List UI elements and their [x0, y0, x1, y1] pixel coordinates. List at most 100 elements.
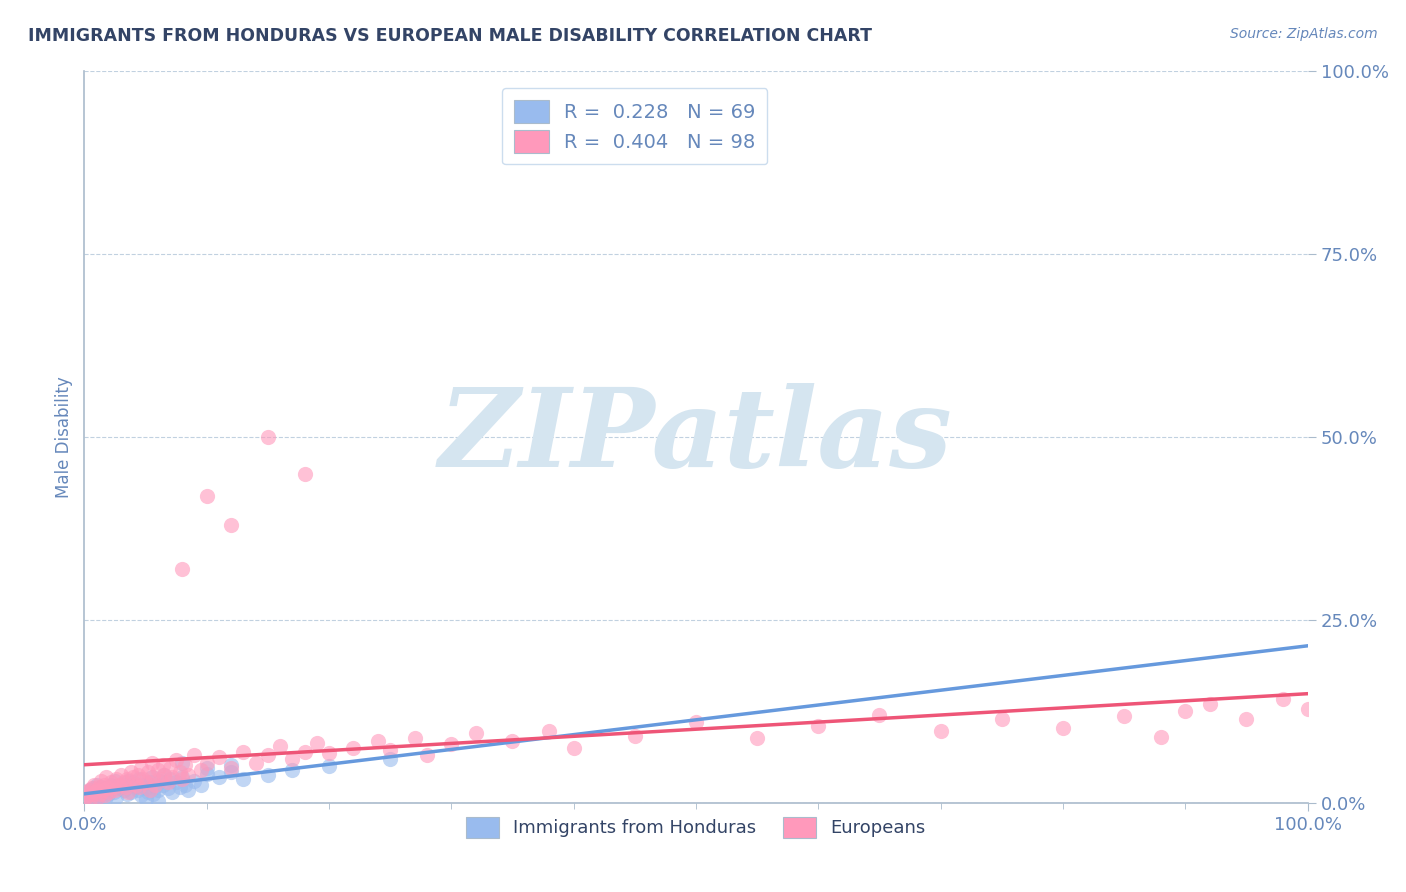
Point — [538, 724, 561, 739]
Point — [153, 768, 176, 782]
Point — [141, 756, 163, 770]
Point — [146, 782, 169, 797]
Point — [79, 792, 101, 806]
Point — [404, 731, 426, 746]
Point — [152, 778, 174, 792]
Point — [87, 780, 110, 794]
Point — [112, 782, 135, 797]
Point — [105, 772, 128, 787]
Point — [190, 778, 212, 792]
Point — [245, 756, 267, 770]
Point — [112, 775, 135, 789]
Point — [139, 782, 162, 797]
Y-axis label: Male Disability: Male Disability — [55, 376, 73, 498]
Point — [440, 737, 463, 751]
Point — [77, 789, 100, 804]
Point — [149, 773, 172, 788]
Point — [281, 752, 304, 766]
Text: Source: ZipAtlas.com: Source: ZipAtlas.com — [1230, 27, 1378, 41]
Point — [97, 781, 120, 796]
Point — [84, 785, 107, 799]
Point — [135, 792, 157, 806]
Point — [97, 785, 120, 799]
Point — [1150, 730, 1173, 744]
Point — [127, 768, 149, 782]
Point — [115, 778, 138, 792]
Point — [75, 789, 97, 804]
Point — [96, 770, 118, 784]
Point — [232, 772, 254, 787]
Point — [90, 780, 112, 794]
Point — [93, 785, 115, 799]
Point — [177, 768, 200, 782]
Point — [172, 772, 194, 787]
Point — [416, 748, 439, 763]
Point — [120, 785, 142, 799]
Point — [120, 765, 142, 780]
Point — [79, 782, 101, 797]
Point — [190, 763, 212, 777]
Point — [136, 785, 159, 799]
Point — [162, 785, 184, 799]
Point — [94, 792, 117, 806]
Point — [153, 768, 176, 782]
Point — [169, 780, 191, 794]
Point — [143, 780, 166, 794]
Point — [1052, 721, 1074, 735]
Point — [100, 778, 122, 792]
Point — [103, 780, 125, 794]
Point — [172, 756, 194, 770]
Point — [87, 789, 110, 804]
Point — [117, 773, 139, 788]
Point — [685, 715, 707, 730]
Point — [257, 768, 280, 782]
Point — [991, 712, 1014, 726]
Point — [83, 789, 105, 803]
Point — [195, 766, 218, 780]
Point — [152, 757, 174, 772]
Point — [77, 787, 100, 801]
Point — [257, 748, 280, 763]
Point — [91, 782, 114, 797]
Point — [562, 740, 585, 755]
Point — [107, 781, 129, 796]
Point — [129, 761, 152, 775]
Point — [318, 746, 340, 760]
Point — [132, 778, 155, 792]
Point — [115, 772, 138, 787]
Point — [100, 775, 122, 789]
Point — [318, 759, 340, 773]
Point — [97, 782, 120, 797]
Point — [165, 775, 187, 789]
Legend: Immigrants from Honduras, Europeans: Immigrants from Honduras, Europeans — [460, 810, 932, 845]
Point — [136, 765, 159, 780]
Point — [165, 753, 187, 767]
Point — [135, 781, 157, 796]
Point — [104, 773, 127, 788]
Point — [125, 780, 148, 794]
Point — [75, 789, 97, 803]
Point — [76, 785, 98, 799]
Point — [77, 782, 100, 797]
Point — [127, 782, 149, 797]
Point — [172, 770, 194, 784]
Point — [86, 778, 108, 792]
Point — [93, 778, 115, 792]
Point — [104, 782, 127, 797]
Point — [807, 719, 830, 733]
Point — [173, 757, 195, 772]
Point — [169, 765, 191, 780]
Point — [183, 748, 205, 763]
Point — [84, 785, 107, 799]
Point — [208, 770, 231, 784]
Point — [96, 781, 118, 796]
Point — [80, 792, 103, 806]
Point — [91, 789, 114, 803]
Point — [83, 778, 105, 792]
Point — [129, 789, 152, 803]
Point — [77, 789, 100, 803]
Point — [502, 733, 524, 747]
Point — [747, 731, 769, 746]
Point — [1174, 705, 1197, 719]
Point — [159, 772, 181, 787]
